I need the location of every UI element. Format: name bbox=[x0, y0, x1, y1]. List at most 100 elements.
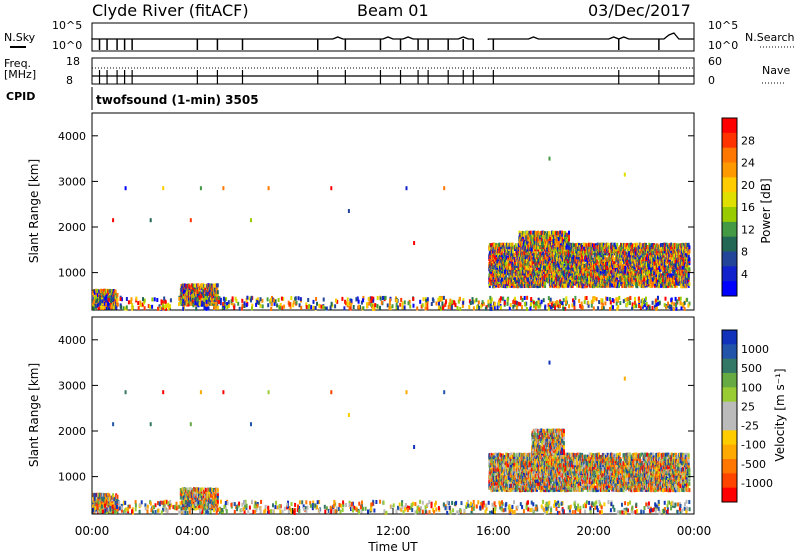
range-gate-cell bbox=[687, 242, 690, 247]
range-gate-cell bbox=[575, 271, 578, 276]
cpid-label: CPID bbox=[6, 90, 35, 103]
range-gate-cell bbox=[675, 247, 678, 252]
range-gate-cell bbox=[550, 273, 553, 278]
range-gate-cell bbox=[518, 230, 521, 235]
range-gate-cell bbox=[645, 243, 648, 247]
range-gate-cell bbox=[643, 245, 646, 250]
range-gate-cell bbox=[636, 242, 639, 247]
range-gate-cell bbox=[621, 273, 624, 278]
range-gate-cell bbox=[667, 248, 670, 253]
range-gate-cell bbox=[617, 274, 620, 278]
range-gate-cell bbox=[561, 263, 564, 268]
range-gate-cell bbox=[663, 279, 666, 284]
range-gate-cell bbox=[627, 263, 630, 268]
range-gate-cell bbox=[561, 273, 564, 278]
range-gate-cell bbox=[347, 302, 350, 307]
range-gate-cell bbox=[655, 271, 658, 276]
range-gate-cell bbox=[500, 242, 503, 247]
range-gate-cell bbox=[638, 261, 641, 266]
range-gate-cell bbox=[636, 284, 639, 289]
range-gate-cell bbox=[647, 245, 649, 250]
range-gate-cell bbox=[198, 288, 200, 292]
range-gate-cell bbox=[564, 233, 567, 238]
range-gate-cell bbox=[536, 284, 539, 289]
range-gate-cell bbox=[650, 249, 653, 253]
range-gate-cell bbox=[401, 301, 404, 306]
range-gate-cell bbox=[532, 255, 535, 260]
range-gate-cell bbox=[526, 283, 529, 288]
range-gate-cell bbox=[526, 273, 529, 278]
range-gate-cell bbox=[658, 271, 661, 276]
range-gate-cell bbox=[640, 257, 643, 262]
range-gate-cell bbox=[510, 247, 513, 252]
range-gate-cell bbox=[514, 261, 516, 266]
range-gate-cell bbox=[686, 273, 689, 278]
range-gate-cell bbox=[495, 277, 498, 282]
range-gate-cell bbox=[685, 249, 688, 253]
range-gate-cell bbox=[685, 253, 688, 258]
range-gate-cell bbox=[115, 305, 118, 310]
range-gate-cell bbox=[545, 273, 548, 278]
range-gate-cell bbox=[356, 296, 359, 301]
range-gate-cell bbox=[643, 261, 646, 266]
range-gate-cell bbox=[209, 294, 212, 299]
range-gate-cell bbox=[502, 265, 505, 270]
range-gate-cell bbox=[298, 303, 301, 308]
range-gate-cell bbox=[551, 279, 553, 284]
range-gate-cell bbox=[568, 230, 570, 235]
range-gate-cell bbox=[611, 282, 614, 287]
range-gate-cell bbox=[552, 231, 555, 236]
range-gate-cell bbox=[586, 253, 589, 258]
range-gate-cell bbox=[683, 300, 686, 305]
range-gate-cell bbox=[571, 282, 574, 286]
range-gate-cell bbox=[616, 275, 619, 280]
range-gate-cell bbox=[681, 257, 684, 262]
range-gate-cell bbox=[131, 302, 134, 307]
range-gate-cell bbox=[494, 255, 496, 260]
range-gate-cell bbox=[113, 305, 116, 310]
range-gate-cell bbox=[487, 303, 490, 308]
range-gate-cell bbox=[639, 265, 642, 270]
range-gate-cell bbox=[584, 249, 587, 254]
range-gate-cell bbox=[201, 300, 204, 305]
range-gate-cell bbox=[542, 298, 545, 303]
range-gate-cell bbox=[656, 265, 659, 270]
range-gate-cell bbox=[208, 289, 211, 294]
range-gate-cell bbox=[517, 284, 520, 289]
range-gate-cell bbox=[498, 261, 501, 266]
range-gate-cell bbox=[495, 263, 498, 268]
range-gate-cell bbox=[192, 293, 195, 298]
range-gate-cell bbox=[671, 284, 674, 289]
range-gate-cell bbox=[597, 265, 600, 270]
range-gate-cell bbox=[685, 284, 688, 289]
range-gate-cell bbox=[569, 253, 572, 258]
range-gate-cell bbox=[559, 261, 562, 266]
range-gate-cell bbox=[102, 305, 105, 310]
range-gate-cell bbox=[510, 249, 513, 254]
range-gate-cell bbox=[277, 298, 280, 302]
range-gate-cell bbox=[552, 279, 555, 284]
range-gate-cell bbox=[564, 275, 567, 280]
range-gate-cell bbox=[584, 278, 587, 283]
range-gate-cell bbox=[548, 305, 551, 309]
range-gate-cell bbox=[184, 289, 187, 294]
range-gate-cell bbox=[541, 265, 544, 270]
range-gate-cell bbox=[537, 230, 540, 235]
range-gate-cell bbox=[502, 257, 505, 262]
range-gate-cell bbox=[586, 249, 589, 254]
range-gate-cell bbox=[665, 245, 668, 250]
range-gate-cell bbox=[412, 297, 415, 301]
range-gate-cell bbox=[539, 275, 542, 280]
range-gate-cell bbox=[633, 265, 636, 270]
range-gate-cell bbox=[663, 303, 666, 308]
range-gate-cell bbox=[581, 263, 584, 268]
range-gate-cell bbox=[529, 282, 532, 286]
range-gate-cell bbox=[649, 273, 652, 278]
range-gate-cell bbox=[546, 247, 548, 252]
range-gate-cell bbox=[622, 281, 625, 286]
nsky-label: N.Sky bbox=[4, 31, 36, 44]
range-gate-cell bbox=[617, 280, 620, 285]
range-gate-cell bbox=[487, 299, 490, 304]
range-gate-cell bbox=[610, 242, 613, 247]
range-gate-cell bbox=[542, 247, 545, 252]
